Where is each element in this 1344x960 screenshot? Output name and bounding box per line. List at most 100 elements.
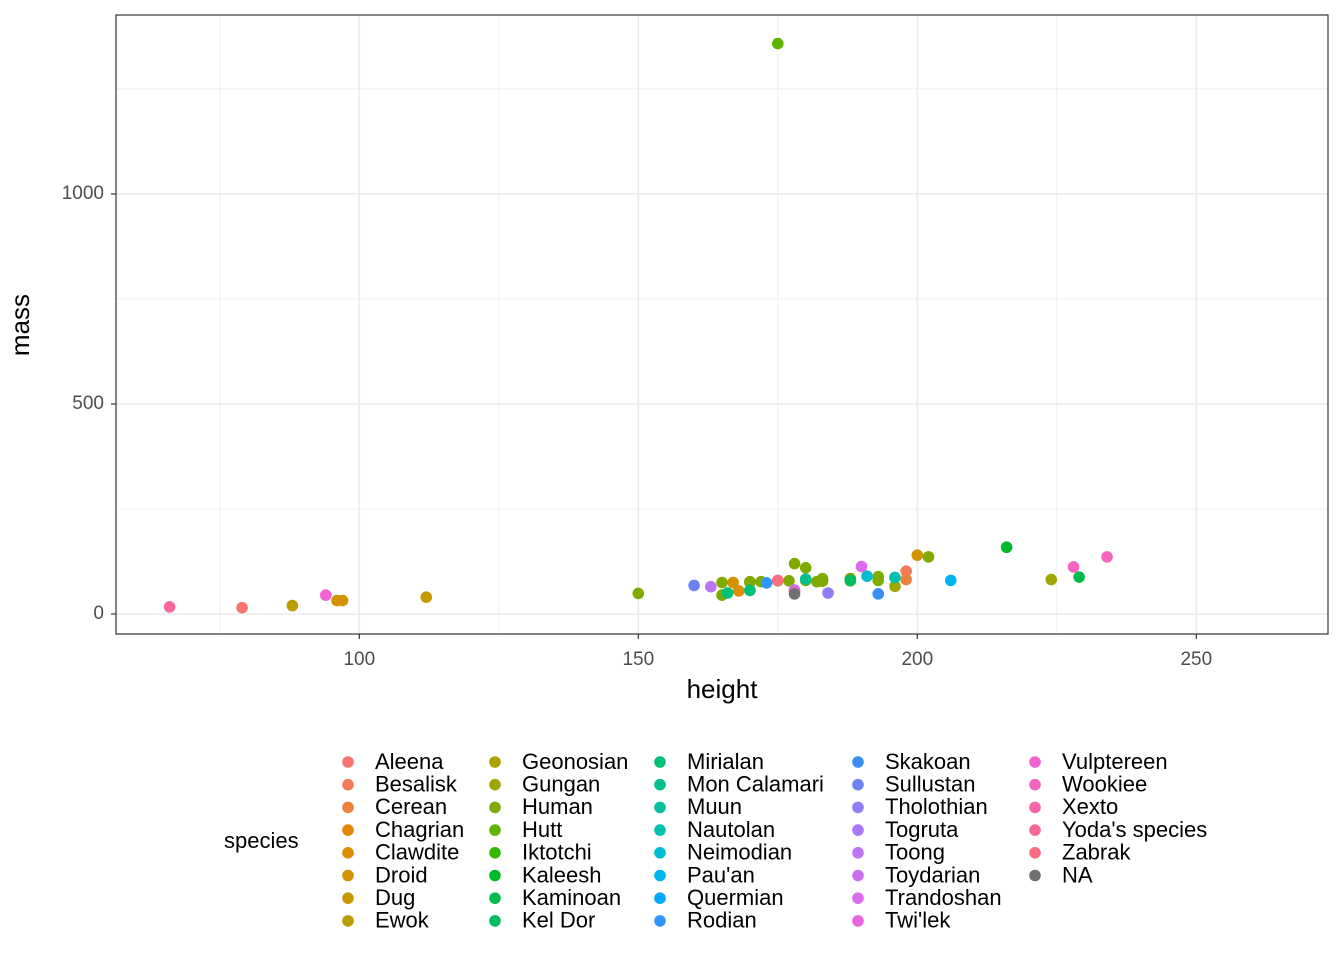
point — [822, 587, 834, 599]
point — [420, 591, 433, 604]
y-tick-label: 500 — [72, 393, 104, 414]
legend-key — [654, 824, 666, 836]
grid — [116, 15, 1328, 634]
point — [632, 587, 645, 600]
point — [716, 576, 728, 589]
legend-key — [342, 847, 354, 859]
point — [788, 588, 801, 600]
legend-label: Zabrak — [1062, 840, 1131, 865]
legend-label: Hutt — [522, 817, 562, 842]
x-tick-label: 200 — [901, 649, 933, 670]
point — [320, 589, 332, 601]
point — [861, 570, 873, 582]
legend-key — [654, 756, 666, 768]
legend-label: Sullustan — [885, 772, 976, 797]
point — [900, 573, 912, 586]
point — [732, 585, 745, 597]
legend-key — [654, 801, 666, 814]
legend-label: Trandoshan — [885, 885, 1002, 910]
y-axis-title: mass — [5, 294, 35, 356]
legend-label: Mirialan — [687, 749, 764, 774]
legend-label: Kel Dor — [522, 908, 595, 933]
legend-key — [852, 847, 864, 859]
legend-label: Pau'an — [687, 862, 755, 887]
legend-label: Muun — [687, 794, 742, 819]
point — [1073, 571, 1085, 583]
legend-label: NA — [1062, 862, 1093, 887]
legend-key — [852, 869, 864, 882]
legend-label: Iktotchi — [522, 840, 592, 865]
legend-label: Twi'lek — [885, 908, 951, 933]
legend-key — [489, 892, 501, 904]
legend-key — [654, 915, 666, 927]
point — [772, 574, 784, 587]
legend-key — [342, 824, 354, 836]
legend-label: Wookiee — [1062, 772, 1147, 797]
legend-label: Neimodian — [687, 840, 792, 865]
legend-key — [852, 892, 864, 904]
x-axis-title: height — [687, 674, 759, 704]
legend-label: Yoda's species — [1062, 817, 1207, 842]
point — [336, 594, 349, 607]
x-tick-label: 150 — [622, 649, 654, 670]
legend-label: Tholothian — [885, 794, 988, 819]
legend-key — [342, 756, 354, 768]
point — [872, 574, 885, 587]
legend-label: Droid — [375, 862, 428, 887]
x-tick-label: 100 — [343, 649, 375, 670]
legend-key — [852, 778, 864, 791]
legend-label: Skakoan — [885, 749, 971, 774]
legend-label: Kaleesh — [522, 862, 602, 887]
legend-key — [1029, 778, 1041, 791]
legend-key — [654, 869, 666, 882]
legend-label: Vulptereen — [1062, 749, 1168, 774]
point — [788, 557, 801, 570]
legend-label: Clawdite — [375, 840, 459, 865]
point — [872, 588, 885, 600]
point — [855, 560, 868, 573]
legend-label: Ewok — [375, 908, 430, 933]
legend-label: Gungan — [522, 772, 600, 797]
point — [799, 561, 812, 574]
legend-key — [1029, 824, 1041, 836]
legend-label: Human — [522, 794, 593, 819]
legend-label: Nautolan — [687, 817, 775, 842]
legend-label: Kaminoan — [522, 885, 621, 910]
legend-key — [489, 801, 501, 814]
legend-key — [852, 801, 864, 814]
legend-key — [342, 915, 354, 927]
point — [911, 549, 924, 561]
legend-key — [1029, 756, 1041, 768]
legend-key — [1029, 869, 1041, 882]
point — [1067, 561, 1080, 573]
legend-label: Cerean — [375, 794, 447, 819]
legend-key — [342, 892, 354, 904]
point — [688, 579, 700, 592]
legend-key — [342, 778, 354, 791]
point — [236, 601, 248, 614]
point — [744, 584, 756, 597]
point — [783, 575, 795, 587]
legend-label: Geonosian — [522, 749, 628, 774]
legend-label: Chagrian — [375, 817, 464, 842]
legend-key — [489, 847, 501, 859]
legend-key — [1029, 847, 1041, 859]
legend-key — [852, 824, 864, 836]
x-tick-label: 250 — [1180, 649, 1212, 670]
legend-key — [1029, 801, 1041, 814]
point — [286, 599, 299, 612]
legend-key — [489, 824, 501, 836]
legend-key — [852, 756, 864, 768]
legend-key — [852, 915, 864, 927]
point — [727, 576, 739, 589]
point — [922, 551, 935, 563]
legend-label: Quermian — [687, 885, 784, 910]
points — [163, 37, 1113, 614]
point — [772, 37, 784, 50]
legend-key — [489, 756, 501, 768]
legend-key — [489, 778, 501, 791]
point — [1101, 551, 1113, 563]
legend-label: Toydarian — [885, 862, 980, 887]
